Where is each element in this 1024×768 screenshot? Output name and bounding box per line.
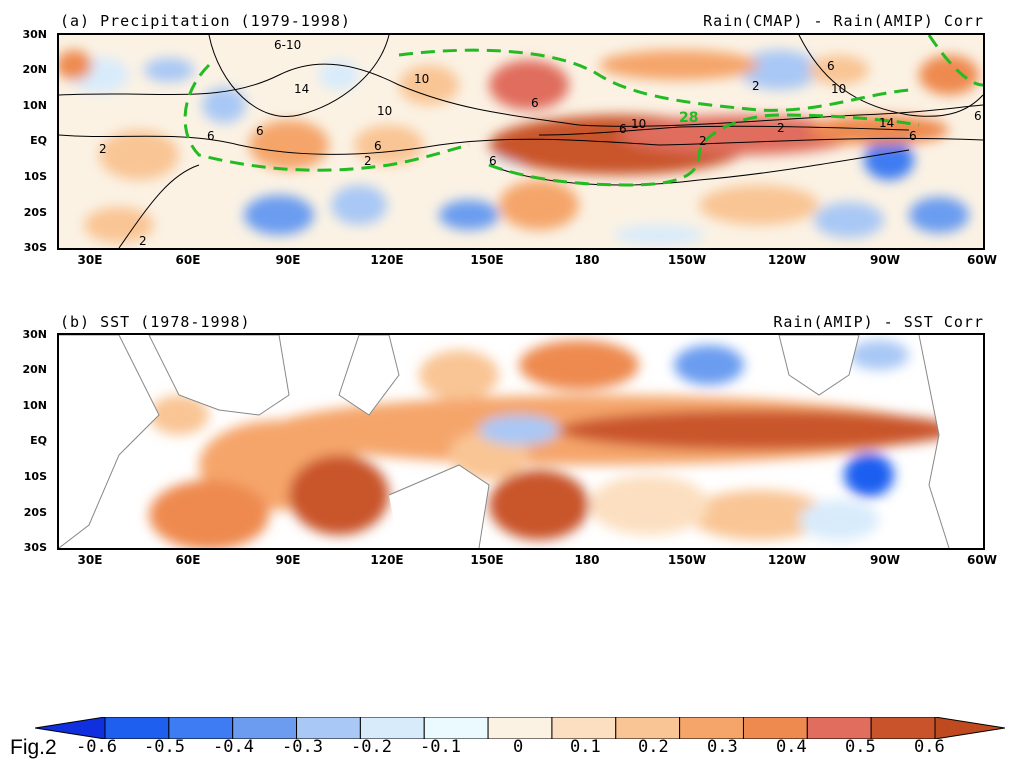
colorbar-label: 0.3: [707, 737, 738, 757]
contour-label: 10: [414, 72, 429, 86]
lat-label: EQ: [30, 434, 47, 447]
contour-label: 6: [256, 124, 264, 138]
colorbar-cell: [423, 717, 489, 739]
figure-label: Fig.2: [10, 736, 57, 759]
lon-label: 90E: [275, 553, 301, 567]
lat-label: 10S: [23, 470, 47, 483]
contour-label: 6: [207, 129, 215, 143]
contour-label: 6: [827, 59, 835, 73]
lon-label: 150E: [470, 553, 504, 567]
colorbar-cells: [35, 717, 1005, 739]
colorbar-label: 0: [513, 737, 524, 757]
map-b: [57, 333, 985, 550]
colorbar-cell: [870, 717, 936, 739]
lon-label: 60E: [175, 253, 201, 267]
lat-label: 30N: [22, 28, 47, 41]
colorbar-over-triangle: [934, 717, 1005, 739]
panel-b-title: (b) SST (1978-1998): [60, 313, 251, 331]
lon-label: 30E: [77, 253, 103, 267]
contour-label: 10: [377, 104, 392, 118]
map-a-canvas: 6-10 10 6 14 10 2 6 6 2 6 10 6 10 2 14 6…: [59, 35, 983, 248]
colorbar-label: -0.5: [144, 737, 185, 757]
lon-label: 90W: [870, 553, 900, 567]
colorbar-cell: [742, 717, 808, 739]
contour-label: 2: [699, 134, 707, 148]
lat-label: 20S: [23, 206, 47, 219]
lat-label: 10N: [22, 99, 47, 112]
lat-label: 20N: [22, 63, 47, 76]
colorbar-cell: [296, 717, 361, 739]
contour-label: 6: [489, 154, 497, 168]
colorbar-label: 0.6: [914, 737, 945, 757]
colorbar-cell: [359, 717, 425, 739]
contour-label: 6: [531, 96, 539, 110]
lon-label: 90W: [870, 253, 900, 267]
contour-label: 14: [879, 116, 894, 130]
lon-label: 120W: [767, 553, 807, 567]
contour-label: 2: [99, 142, 107, 156]
contour-label: 2: [139, 234, 147, 248]
lon-label: 120E: [370, 553, 404, 567]
lat-label: EQ: [30, 134, 47, 147]
lon-label: 30E: [77, 553, 103, 567]
panel-a-title: (a) Precipitation (1979-1998): [60, 12, 351, 30]
colorbar-cell: [487, 717, 553, 739]
contour-label: 6-10: [274, 38, 301, 52]
lat-label: 20N: [22, 363, 47, 376]
colorbar: [35, 717, 1005, 739]
panel-b-right-title: Rain(AMIP) - SST Corr: [773, 313, 984, 331]
contour-label: 2: [777, 121, 785, 135]
colorbar-cell: [104, 717, 170, 739]
lon-label: 150E: [470, 253, 504, 267]
contour-label: 14: [294, 82, 309, 96]
lon-label: 60W: [967, 553, 997, 567]
lon-label: 60E: [175, 553, 201, 567]
panel-a-right-title: Rain(CMAP) - Rain(AMIP) Corr: [703, 12, 984, 30]
colorbar-label: 0.5: [845, 737, 876, 757]
map-b-canvas: [59, 335, 983, 548]
lat-label: 30N: [22, 328, 47, 341]
contour-label: 10: [631, 117, 646, 131]
lat-label: 30S: [23, 541, 47, 554]
map-a: 6-10 10 6 14 10 2 6 6 2 6 10 6 10 2 14 6…: [57, 33, 985, 250]
lat-label: 10S: [23, 170, 47, 183]
colorbar-label: -0.6: [76, 737, 117, 757]
lat-label: 30S: [23, 241, 47, 254]
highlight-contour-label: 28: [679, 110, 698, 126]
colorbar-cell: [551, 717, 617, 739]
lat-label: 10N: [22, 399, 47, 412]
colorbar-cell: [615, 717, 681, 739]
lon-label: 150W: [667, 553, 707, 567]
colorbar-label: 0.4: [776, 737, 807, 757]
colorbar-label: 0.1: [570, 737, 601, 757]
colorbar-label: -0.4: [213, 737, 254, 757]
colorbar-cell: [168, 717, 234, 739]
contour-label: 2: [364, 154, 372, 168]
lon-label: 180: [574, 553, 600, 567]
map-a-contour-labels: 6-10 10 6 14 10 2 6 6 2 6 10 6 10 2 14 6…: [99, 38, 982, 248]
contour-label: 6: [374, 139, 382, 153]
contour-label: 2: [752, 79, 760, 93]
colorbar-cell: [806, 717, 872, 739]
lon-label: 120W: [767, 253, 807, 267]
contour-label: 6: [619, 122, 627, 136]
contour-label: 6: [974, 109, 982, 123]
lat-label: 20S: [23, 506, 47, 519]
contour-label: 10: [831, 82, 846, 96]
colorbar-cell: [679, 717, 744, 739]
lon-label: 180: [574, 253, 600, 267]
lon-label: 90E: [275, 253, 301, 267]
lon-label: 150W: [667, 253, 707, 267]
colorbar-label: -0.3: [282, 737, 323, 757]
colorbar-label: -0.2: [351, 737, 392, 757]
colorbar-label: -0.1: [420, 737, 461, 757]
colorbar-cell: [232, 717, 298, 739]
contour-label: 6: [909, 129, 917, 143]
lon-label: 60W: [967, 253, 997, 267]
lon-label: 120E: [370, 253, 404, 267]
colorbar-label: 0.2: [638, 737, 669, 757]
